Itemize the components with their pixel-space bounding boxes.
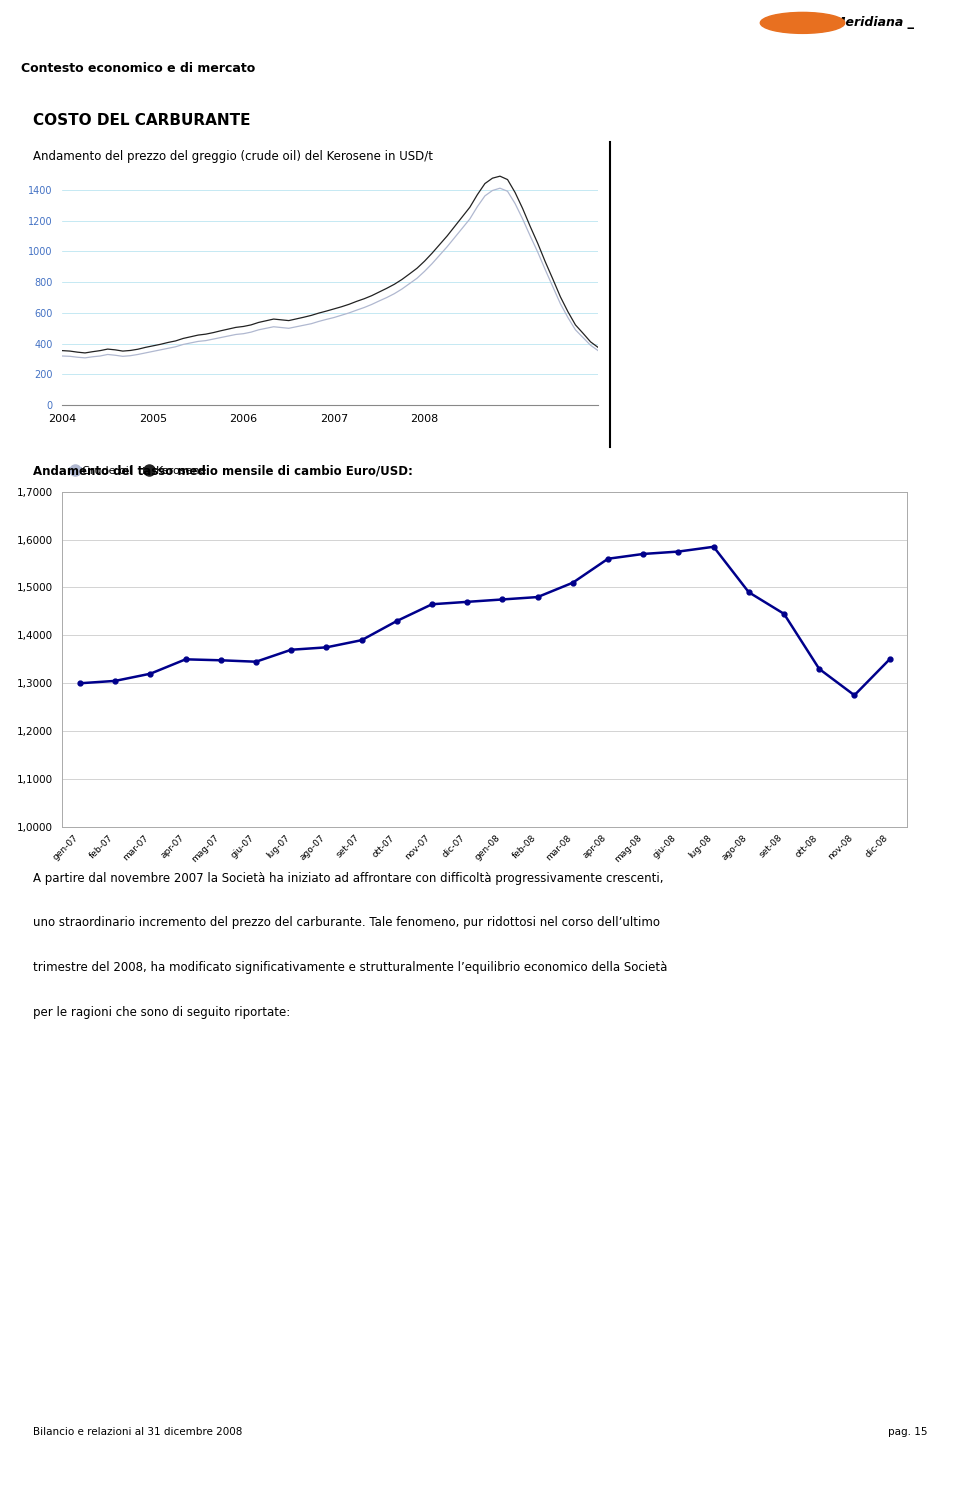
Text: Andamento del prezzo del greggio (crude oil) del Kerosene in USD/t: Andamento del prezzo del greggio (crude … [33,150,433,164]
Text: Bilancio e relazioni al 31 dicembre 2008: Bilancio e relazioni al 31 dicembre 2008 [33,1427,242,1438]
Circle shape [760,12,845,33]
Text: COSTO DEL CARBURANTE: COSTO DEL CARBURANTE [33,113,251,128]
Text: uno straordinario incremento del prezzo del carburante. Tale fenomeno, pur ridot: uno straordinario incremento del prezzo … [33,916,660,930]
Text: Meridiana _: Meridiana _ [833,16,914,30]
Legend: Crude oil, Kerosene: Crude oil, Kerosene [68,462,211,481]
Text: A partire dal novembre 2007 la Società ha iniziato ad affrontare con difficoltà : A partire dal novembre 2007 la Società h… [33,872,663,885]
Text: Andamento del tasso medio mensile di cambio Euro/USD:: Andamento del tasso medio mensile di cam… [33,465,413,478]
Text: per le ragioni che sono di seguito riportate:: per le ragioni che sono di seguito ripor… [33,1006,290,1019]
Text: Contesto economico e di mercato: Contesto economico e di mercato [21,63,255,74]
Text: trimestre del 2008, ha modificato significativamente e strutturalmente l’equilib: trimestre del 2008, ha modificato signif… [33,961,667,974]
Text: pag. 15: pag. 15 [888,1427,927,1438]
